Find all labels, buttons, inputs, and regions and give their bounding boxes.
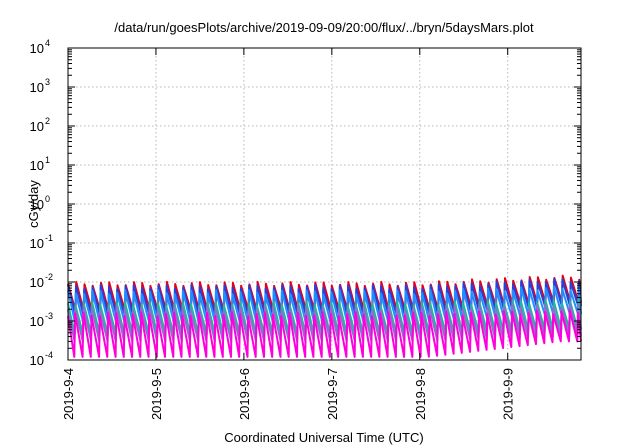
series-group <box>67 274 582 358</box>
series-line-2 <box>67 278 582 317</box>
svg-text:10: 10 <box>30 80 44 95</box>
series-line-4 <box>67 298 582 336</box>
x-tick-label: 2019-9-5 <box>149 368 164 420</box>
y-axis-label: cGy/day <box>26 180 41 228</box>
svg-text:10: 10 <box>30 275 44 290</box>
y-tick-exponent: 4 <box>45 38 50 48</box>
y-tick-label: 10 -4 <box>30 350 53 368</box>
x-axis-label: Coordinated Universal Time (UTC) <box>224 430 423 445</box>
svg-text:10: 10 <box>30 158 44 173</box>
y-tick-label: 10 -1 <box>30 233 53 251</box>
series-line-5 <box>67 303 582 343</box>
svg-text:10: 10 <box>30 119 44 134</box>
y-tick-label: 10 0 <box>30 194 50 212</box>
y-tick-exponent: 3 <box>45 77 50 87</box>
x-tick-label: 2019-9-8 <box>413 368 428 420</box>
x-tick-label: 2019-9-9 <box>501 368 516 420</box>
svg-text:10: 10 <box>30 41 44 56</box>
svg-text:10: 10 <box>30 197 44 212</box>
y-tick-exponent: 2 <box>45 116 50 126</box>
y-tick-exponent: -2 <box>45 272 53 282</box>
x-tick-label: 2019-9-4 <box>61 368 76 420</box>
x-tick-label: 2019-9-7 <box>325 368 340 420</box>
x-axis: 2019-9-4 2019-9-5 2019-9-6 2019-9-7 2019-9-8… <box>61 48 516 420</box>
y-tick-label: 10 -3 <box>30 311 53 329</box>
svg-text:10: 10 <box>30 353 44 368</box>
y-tick-label: 10 4 <box>30 38 50 56</box>
chart-title: /data/run/goesPlots/archive/2019-09-09/2… <box>114 20 534 35</box>
y-tick-label: 10 2 <box>30 116 50 134</box>
y-tick-exponent: 0 <box>45 194 50 204</box>
y-tick-exponent: -4 <box>45 350 53 360</box>
y-tick-label: 10 -2 <box>30 272 53 290</box>
y-tick-label: 10 3 <box>30 77 50 95</box>
series-line-6 <box>67 309 582 358</box>
svg-text:10: 10 <box>30 314 44 329</box>
y-tick-exponent: -3 <box>45 311 53 321</box>
svg-text:10: 10 <box>30 236 44 251</box>
x-tick-label: 2019-9-6 <box>237 368 252 420</box>
series-line-3 <box>67 285 582 324</box>
y-tick-exponent: -1 <box>45 233 53 243</box>
y-tick-exponent: 1 <box>45 155 50 165</box>
y-tick-label: 10 1 <box>30 155 50 173</box>
